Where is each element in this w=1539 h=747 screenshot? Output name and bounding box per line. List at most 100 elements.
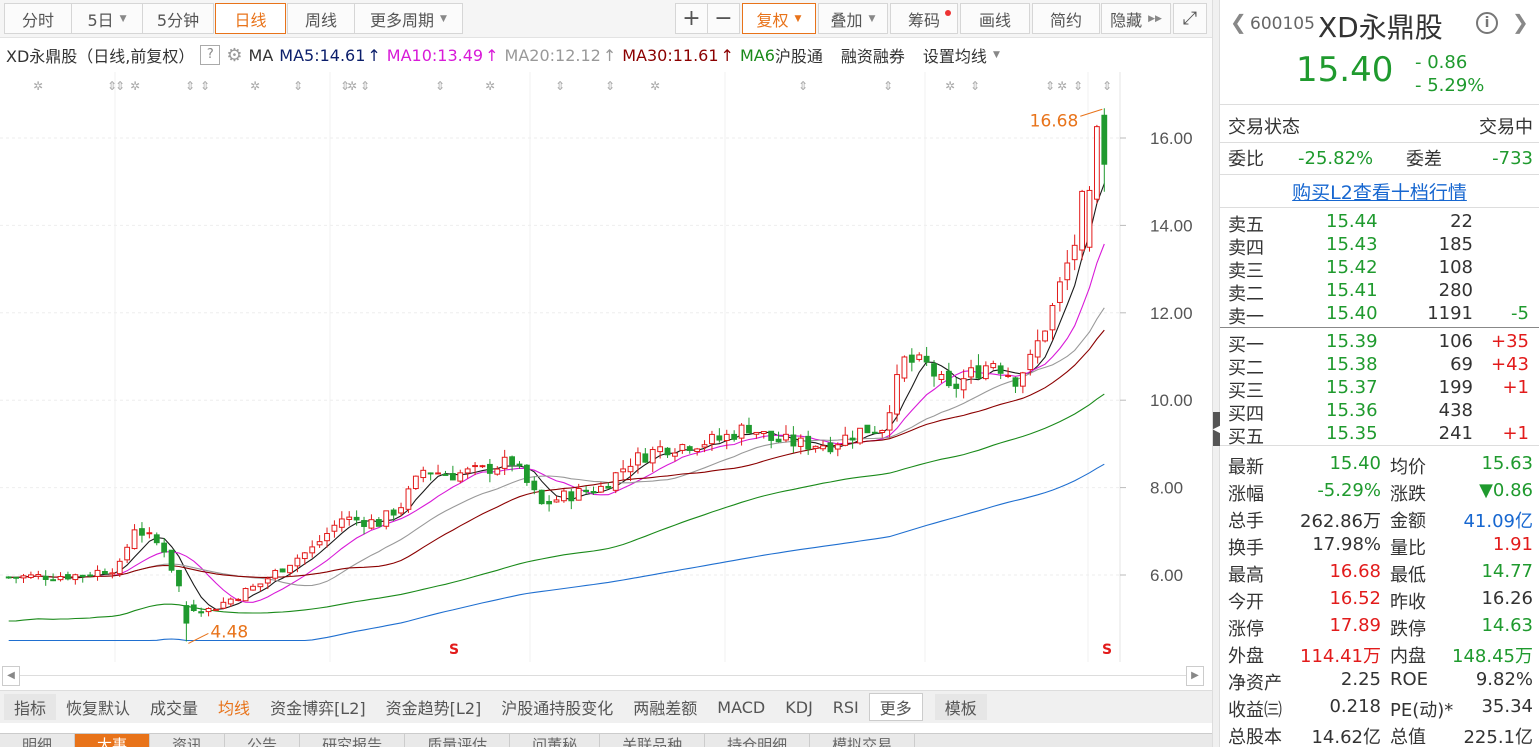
tab-moni[interactable]: 模拟交易 [810, 734, 916, 747]
kline-chart[interactable]: ✲ ⇕⇕ ✲ ⇕ ⇕ ✲ ⇕ ⇕✲ ⇕ ⇕ ✲ ⇕ ⇕ ✲ ⇕ ⇕ ✲ ⇕ ⇕ ✲ ⇕ ⇕ 16.0014.0012.00… [0, 72, 1212, 662]
candle-body [494, 468, 501, 475]
ask-level[interactable]: 卖三 15.42 108 [1228, 257, 1529, 282]
level-label: 卖二 [1228, 284, 1264, 305]
candle-body [620, 468, 627, 473]
candle-body [901, 356, 908, 379]
tab-5min[interactable]: 5分钟 [142, 3, 214, 34]
yincang-button[interactable]: 隐藏 ▶▶ [1101, 3, 1171, 34]
indicator-fund-trend[interactable]: 资金趋势[L2] [385, 699, 482, 718]
indicator-ma[interactable]: 均线 [218, 699, 251, 718]
scroll-track [20, 675, 1186, 676]
candle-body [797, 437, 804, 447]
tab-label: 分时 [21, 10, 54, 30]
fullscreen-button[interactable]: ⤢ [1173, 3, 1207, 34]
weibi-value: -25.82% [1298, 147, 1374, 169]
scroll-right-icon[interactable]: ▶ [1186, 666, 1204, 686]
double-chevron-right-icon: ▶▶ [1148, 13, 1162, 24]
tab-guanlian[interactable]: 关联品种 [600, 734, 706, 747]
y-tick-label: 8.00 [1150, 479, 1183, 498]
tab-5day[interactable]: 5日 ▼ [71, 3, 143, 34]
zoom-out-button[interactable]: − [707, 3, 740, 34]
stat-label: 总值 [1390, 727, 1426, 747]
l2-purchase-link[interactable]: 购买L2查看十档行情 [1292, 182, 1467, 204]
diejia-dropdown[interactable]: 叠加 ▼ [818, 3, 888, 34]
candle-body [753, 431, 760, 435]
bid-level[interactable]: 买一 15.39 106 +35 [1228, 331, 1529, 356]
tab-mingxi[interactable]: 明细 [0, 734, 76, 747]
ask-level[interactable]: 卖一 15.40 1191 -5 [1228, 303, 1529, 328]
moving-average-lines [8, 183, 1105, 642]
tab-zixun[interactable]: 资讯 [150, 734, 226, 747]
indicator-menu[interactable]: 指标 [4, 694, 57, 720]
weibi-label: 委比 [1228, 149, 1264, 170]
indicator-reset[interactable]: 恢复默认 [66, 699, 131, 718]
candle-body [701, 444, 708, 448]
period-toolbar: 分时 5日 ▼ 5分钟 日线 周线 更多周期 ▼ + − 复权 ▼ 叠加 ▼ 筹码 画线… [0, 0, 1212, 38]
tab-gonggao[interactable]: 公告 [225, 734, 301, 747]
bid-level[interactable]: 买四 15.36 438 [1228, 400, 1529, 425]
zoom-in-button[interactable]: + [675, 3, 708, 34]
tab-yanjiu[interactable]: 研究报告 [300, 734, 406, 747]
candle-body [1027, 353, 1034, 371]
fuquan-dropdown[interactable]: 复权 ▼ [742, 3, 816, 34]
panel-divider[interactable]: ◀ [1212, 0, 1220, 747]
indicator-margin-diff[interactable]: 两融差额 [633, 699, 698, 718]
tab-label: 日线 [234, 10, 267, 30]
huaxian-button[interactable]: 画线 [960, 3, 1030, 34]
ma-label[interactable]: MA [248, 45, 274, 65]
event-marker-icon: ⇕ [1102, 79, 1112, 93]
tab-weekly[interactable]: 周线 [287, 3, 355, 34]
chouma-button[interactable]: 筹码 [890, 3, 958, 34]
collapse-handle-icon[interactable]: ◀ [1213, 412, 1220, 446]
hugutong-link[interactable]: 沪股通 [774, 47, 823, 66]
bid-level[interactable]: 买二 15.38 69 +43 [1228, 354, 1529, 379]
scroll-left-icon[interactable]: ◀ [2, 666, 20, 686]
ask-level[interactable]: 卖四 15.43 185 [1228, 234, 1529, 259]
rongzi-link[interactable]: 融资融券 [840, 47, 905, 66]
ask-level[interactable]: 卖五 15.44 22 [1228, 211, 1529, 236]
candle-body [264, 578, 271, 584]
candle-body [390, 509, 397, 516]
indicator-more[interactable]: 更多 [868, 693, 923, 721]
bid-level[interactable]: 买三 15.37 199 +1 [1228, 377, 1529, 402]
level-price: 15.38 [1326, 354, 1378, 375]
indicator-macd[interactable]: MACD [717, 697, 766, 717]
next-stock-icon[interactable]: ❯ [1512, 10, 1529, 34]
candle-body [294, 557, 301, 567]
level-label: 卖三 [1228, 261, 1264, 282]
candle-body [13, 576, 20, 579]
help-icon[interactable]: ? [200, 45, 221, 65]
jianyue-button[interactable]: 简约 [1032, 3, 1100, 34]
tab-more-periods[interactable]: 更多周期 ▼ [354, 3, 463, 34]
chart-scrollbar[interactable]: ◀ ▶ [0, 662, 1212, 690]
ask-level[interactable]: 卖二 15.41 280 [1228, 280, 1529, 305]
indicator-volume[interactable]: 成交量 [150, 699, 199, 718]
indicator-fund-game[interactable]: 资金博弈[L2] [270, 699, 366, 718]
candle-body [546, 500, 552, 505]
arrow-up-icon: ↑ [720, 45, 734, 65]
tab-chicang[interactable]: 持仓明细 [705, 734, 811, 747]
candle-body [553, 499, 560, 503]
gear-icon[interactable]: ⚙ [226, 44, 243, 66]
candle-body [783, 433, 789, 441]
prev-stock-icon[interactable]: ❮ [1230, 10, 1247, 34]
level-price: 15.36 [1326, 400, 1378, 421]
candle-body [975, 365, 982, 379]
indicator-rsi[interactable]: RSI [832, 697, 859, 717]
ma20-line [8, 307, 1105, 587]
indicator-template[interactable]: 模板 [934, 694, 987, 720]
stat-value: 1.91 [1492, 534, 1533, 555]
tab-dongmi[interactable]: 问董秘 [510, 734, 601, 747]
info-icon[interactable]: i [1476, 12, 1498, 34]
level-price: 15.37 [1326, 377, 1378, 398]
indicator-kdj[interactable]: KDJ [785, 697, 813, 717]
tab-dashi[interactable]: 大事 [75, 734, 151, 747]
tab-fenshi[interactable]: 分时 [4, 3, 72, 34]
level-delta: +43 [1491, 354, 1529, 375]
tab-zhiliang[interactable]: 质量评估 [405, 734, 511, 747]
tab-daily[interactable]: 日线 [215, 3, 286, 34]
set-ma-link[interactable]: 设置均线 [922, 47, 987, 66]
bid-level[interactable]: 买五 15.35 241 +1 [1228, 423, 1529, 448]
indicator-hugutong-holding[interactable]: 沪股通持股变化 [501, 699, 614, 718]
stat-label: ROE [1390, 669, 1429, 690]
